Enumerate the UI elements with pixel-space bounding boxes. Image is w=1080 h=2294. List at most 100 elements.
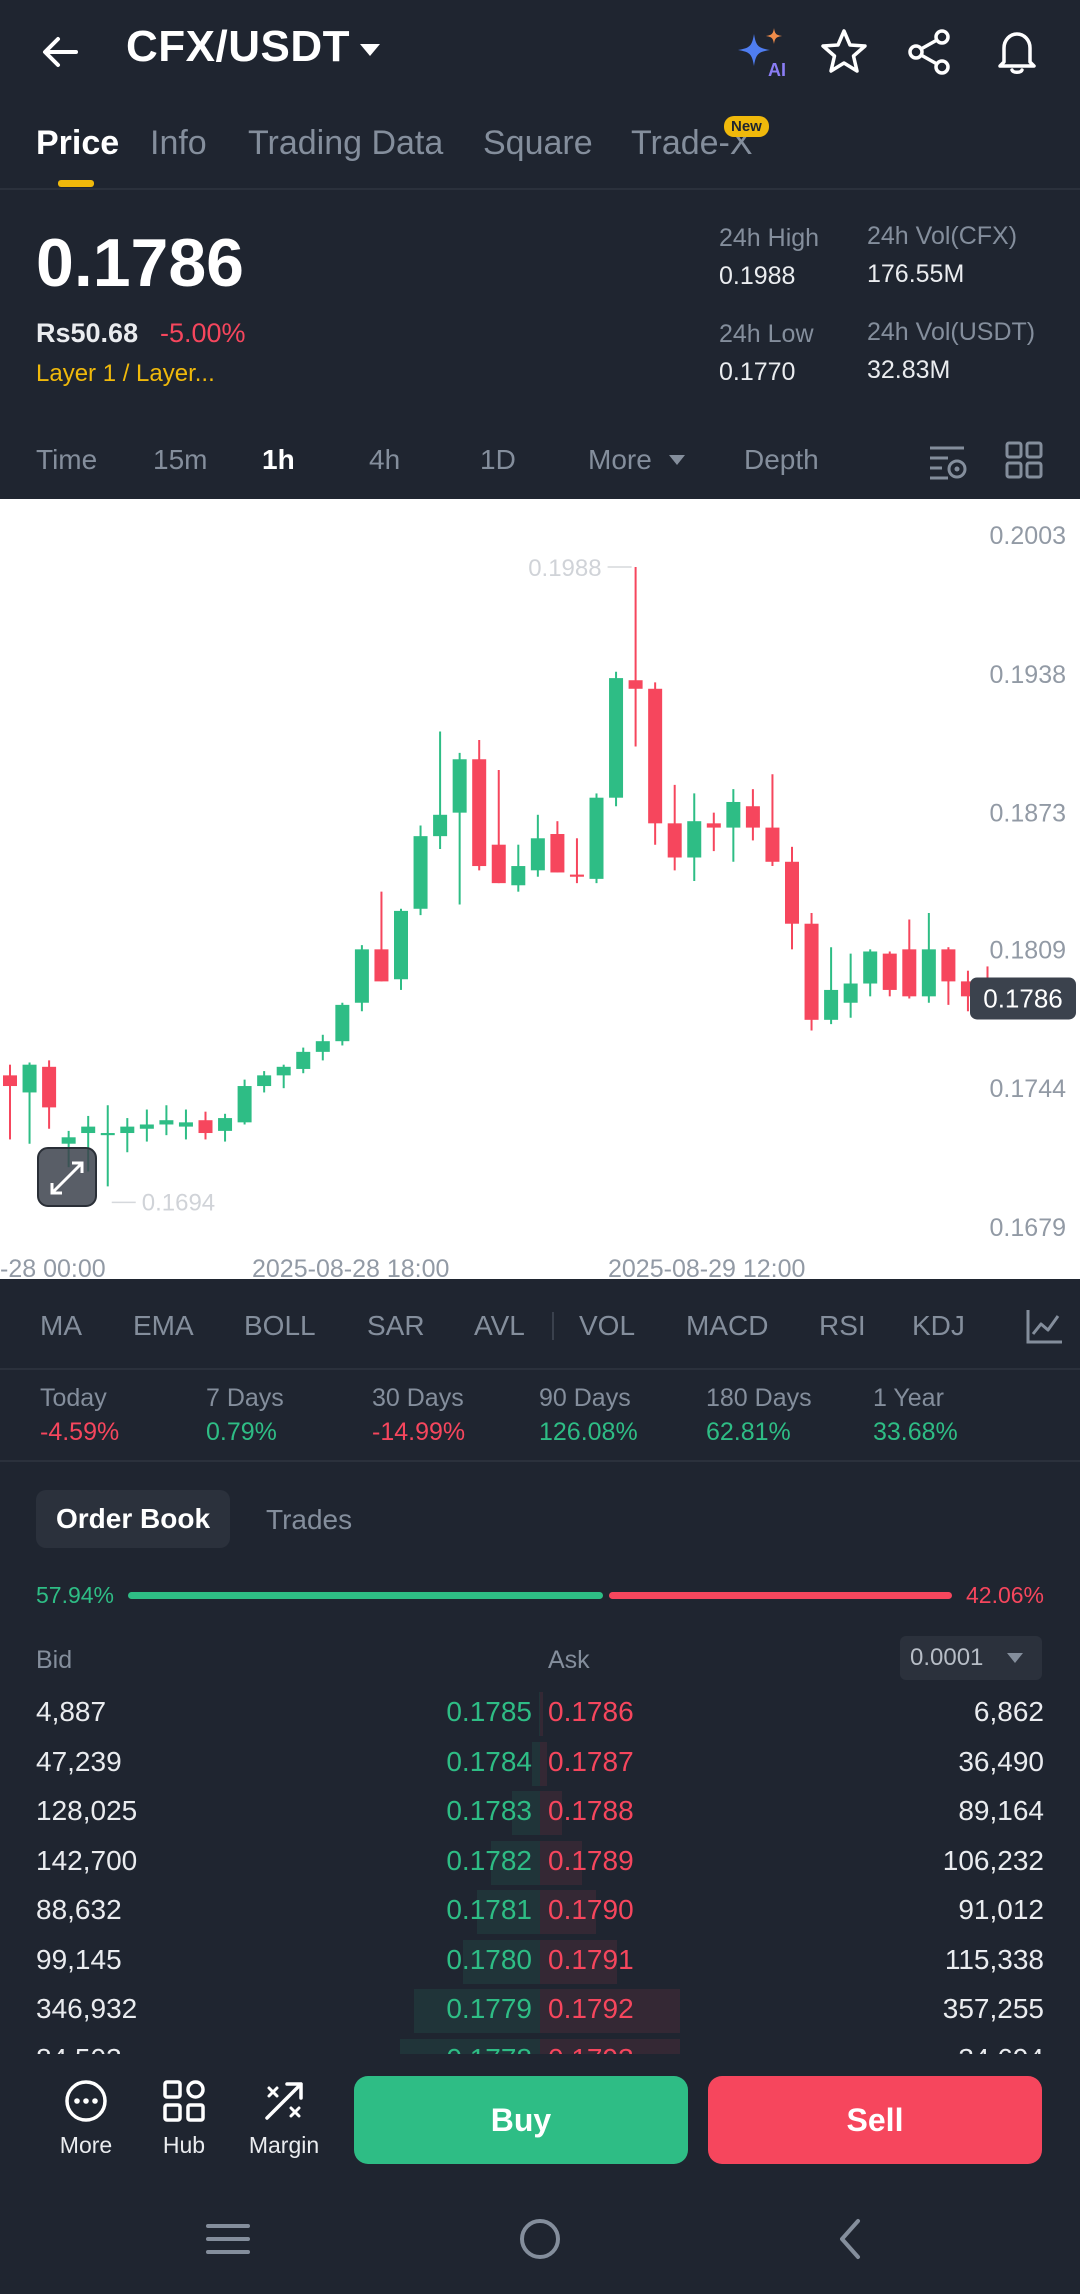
candlestick-chart[interactable]: 0.2003 0.1938 0.1873 0.1809 0.1744 0.1679 0.19… bbox=[0, 499, 1080, 1279]
y-tick-label: 0.1938 bbox=[990, 661, 1066, 689]
tab-info[interactable]: Info bbox=[150, 124, 207, 162]
candle-body bbox=[452, 759, 467, 813]
bell-icon[interactable] bbox=[990, 24, 1044, 78]
indicator-vol[interactable]: VOL bbox=[579, 1310, 636, 1341]
candle-body bbox=[667, 823, 682, 858]
indicator-macd[interactable]: MACD bbox=[686, 1310, 769, 1341]
candle-body bbox=[335, 1004, 350, 1042]
orderbook-row[interactable]: 128,025 0.1783 0.1788 89,164 bbox=[0, 1787, 1080, 1837]
candle-body bbox=[276, 1066, 291, 1076]
tab-trades[interactable]: Trades bbox=[266, 1504, 353, 1535]
interval-1h[interactable]: 1h bbox=[262, 444, 295, 475]
more-button[interactable]: More bbox=[41, 2078, 131, 2159]
bid-quantity: 142,700 bbox=[36, 1844, 138, 1876]
indicator-chart-icon[interactable] bbox=[1024, 1306, 1064, 1346]
back-icon[interactable] bbox=[36, 28, 84, 76]
orderbook-row[interactable]: 142,700 0.1782 0.1789 106,232 bbox=[0, 1837, 1080, 1887]
interval-1d[interactable]: 1D bbox=[480, 444, 516, 475]
pair-title[interactable]: CFX/USDT bbox=[126, 22, 350, 71]
nav-back-icon[interactable] bbox=[828, 2216, 874, 2262]
expand-arrows-icon bbox=[50, 1161, 84, 1195]
sell-button[interactable]: Sell bbox=[708, 2076, 1042, 2164]
share-icon[interactable] bbox=[904, 26, 956, 78]
last-price-tag bbox=[970, 977, 1076, 1020]
perf-value: 0.79% bbox=[206, 1418, 277, 1446]
ask-quantity: 34,694 bbox=[958, 2043, 1044, 2055]
perf-value: 126.08% bbox=[539, 1418, 638, 1446]
interval-4h[interactable]: 4h bbox=[369, 444, 401, 475]
indicator-avl[interactable]: AVL bbox=[474, 1310, 525, 1341]
star-icon[interactable] bbox=[818, 26, 870, 78]
buy-button[interactable]: Buy bbox=[354, 2076, 688, 2164]
candle-body bbox=[61, 1137, 76, 1144]
ask-header: Ask bbox=[548, 1646, 590, 1674]
svg-text:AI: AI bbox=[768, 60, 786, 80]
more-label: More bbox=[59, 2132, 113, 2158]
candle-body bbox=[120, 1126, 135, 1134]
price-change: -5.00% bbox=[160, 318, 246, 348]
margin-label: Margin bbox=[248, 2132, 320, 2158]
bid-quantity: 99,145 bbox=[36, 1943, 122, 1975]
precision-select[interactable]: 0.0001 bbox=[900, 1636, 1042, 1680]
perf-value: -4.59% bbox=[40, 1418, 120, 1446]
category-tag[interactable]: Layer 1 / Layer... bbox=[36, 360, 215, 387]
candle-body bbox=[902, 949, 917, 997]
home-icon[interactable] bbox=[517, 2216, 563, 2262]
chevron-down-icon[interactable] bbox=[356, 40, 384, 60]
orderbook-row[interactable]: 88,632 0.1781 0.1790 91,012 bbox=[0, 1886, 1080, 1936]
interval-selector: Time 15m 1h 4h 1D More Depth bbox=[0, 420, 1080, 500]
orderbook-row[interactable]: 47,239 0.1784 0.1787 36,490 bbox=[0, 1738, 1080, 1788]
performance-row: Today -4.59% 7 Days 0.79% 30 Days -14.99… bbox=[0, 1370, 1080, 1462]
orderbook-row[interactable]: 4,887 0.1785 0.1786 6,862 bbox=[0, 1688, 1080, 1738]
candle-body bbox=[804, 923, 819, 1020]
orderbook-row[interactable]: 99,145 0.1780 0.1791 115,338 bbox=[0, 1936, 1080, 1986]
orderbook-row[interactable]: 84,503 0.1778 0.1793 34,694 bbox=[0, 2035, 1080, 2055]
y-tick-label: 0.2003 bbox=[990, 522, 1066, 550]
perf-label: 7 Days bbox=[206, 1384, 284, 1412]
tab-square[interactable]: Square bbox=[483, 124, 593, 162]
indicator-ema[interactable]: EMA bbox=[133, 1310, 194, 1341]
chart-canvas[interactable]: 0.2003 0.1938 0.1873 0.1809 0.1744 0.1679 0.19… bbox=[0, 499, 1080, 1279]
bid-depth-bar bbox=[477, 1890, 540, 1934]
indicator-ma[interactable]: MA bbox=[40, 1310, 82, 1341]
candle-body bbox=[159, 1120, 174, 1125]
chart-settings-icon[interactable] bbox=[926, 440, 968, 482]
indicator-kdj[interactable]: KDJ bbox=[912, 1310, 965, 1341]
candle-body bbox=[569, 874, 584, 877]
bottom-action-bar: More Hub Margin Buy Sell bbox=[0, 2054, 1080, 2184]
orderbook-row[interactable]: 346,932 0.1779 0.1792 357,255 bbox=[0, 1985, 1080, 2035]
interval-15m[interactable]: 15m bbox=[153, 444, 208, 475]
ask-quantity: 357,255 bbox=[942, 1993, 1044, 2024]
fullscreen-button[interactable] bbox=[37, 1147, 97, 1207]
margin-button[interactable]: Margin bbox=[239, 2078, 329, 2159]
ask-depth-bar bbox=[540, 1840, 582, 1885]
layout-grid-icon[interactable] bbox=[1004, 440, 1044, 480]
candle-body bbox=[550, 834, 565, 873]
ask-price: 0.1792 bbox=[548, 1993, 634, 2024]
interval-time[interactable]: Time bbox=[36, 444, 98, 475]
chevron-down-icon[interactable] bbox=[1006, 1652, 1024, 1664]
candle-body bbox=[843, 983, 858, 1003]
chevron-down-icon[interactable] bbox=[668, 454, 686, 466]
indicator-boll[interactable]: BOLL bbox=[244, 1310, 316, 1341]
interval-more[interactable]: More bbox=[588, 444, 652, 475]
ai-icon[interactable]: AI bbox=[734, 24, 790, 80]
bid-depth-bar bbox=[414, 1989, 540, 2033]
high-value: 0.1988 bbox=[719, 262, 796, 290]
ask-depth-bar bbox=[540, 1791, 562, 1835]
ask-quantity: 6,862 bbox=[973, 1696, 1044, 1727]
perf-label: 90 Days bbox=[539, 1384, 631, 1412]
hub-button[interactable]: Hub bbox=[139, 2078, 229, 2159]
bid-price: 0.1780 bbox=[446, 1943, 532, 1975]
indicator-rsi[interactable]: RSI bbox=[819, 1310, 866, 1341]
x-tick-label: 2025-08-29 12:00 bbox=[608, 1255, 805, 1279]
bid-quantity: 84,503 bbox=[36, 2043, 122, 2055]
recent-apps-icon[interactable] bbox=[205, 2216, 251, 2262]
indicator-sar[interactable]: SAR bbox=[367, 1310, 425, 1341]
tab-trading-data[interactable]: Trading Data bbox=[248, 124, 444, 162]
interval-depth[interactable]: Depth bbox=[744, 444, 819, 475]
ask-ratio-bar bbox=[609, 1592, 952, 1599]
candle-body bbox=[921, 949, 936, 997]
tab-price[interactable]: Price bbox=[36, 124, 120, 162]
tab-order-book[interactable]: Order Book bbox=[36, 1490, 230, 1548]
